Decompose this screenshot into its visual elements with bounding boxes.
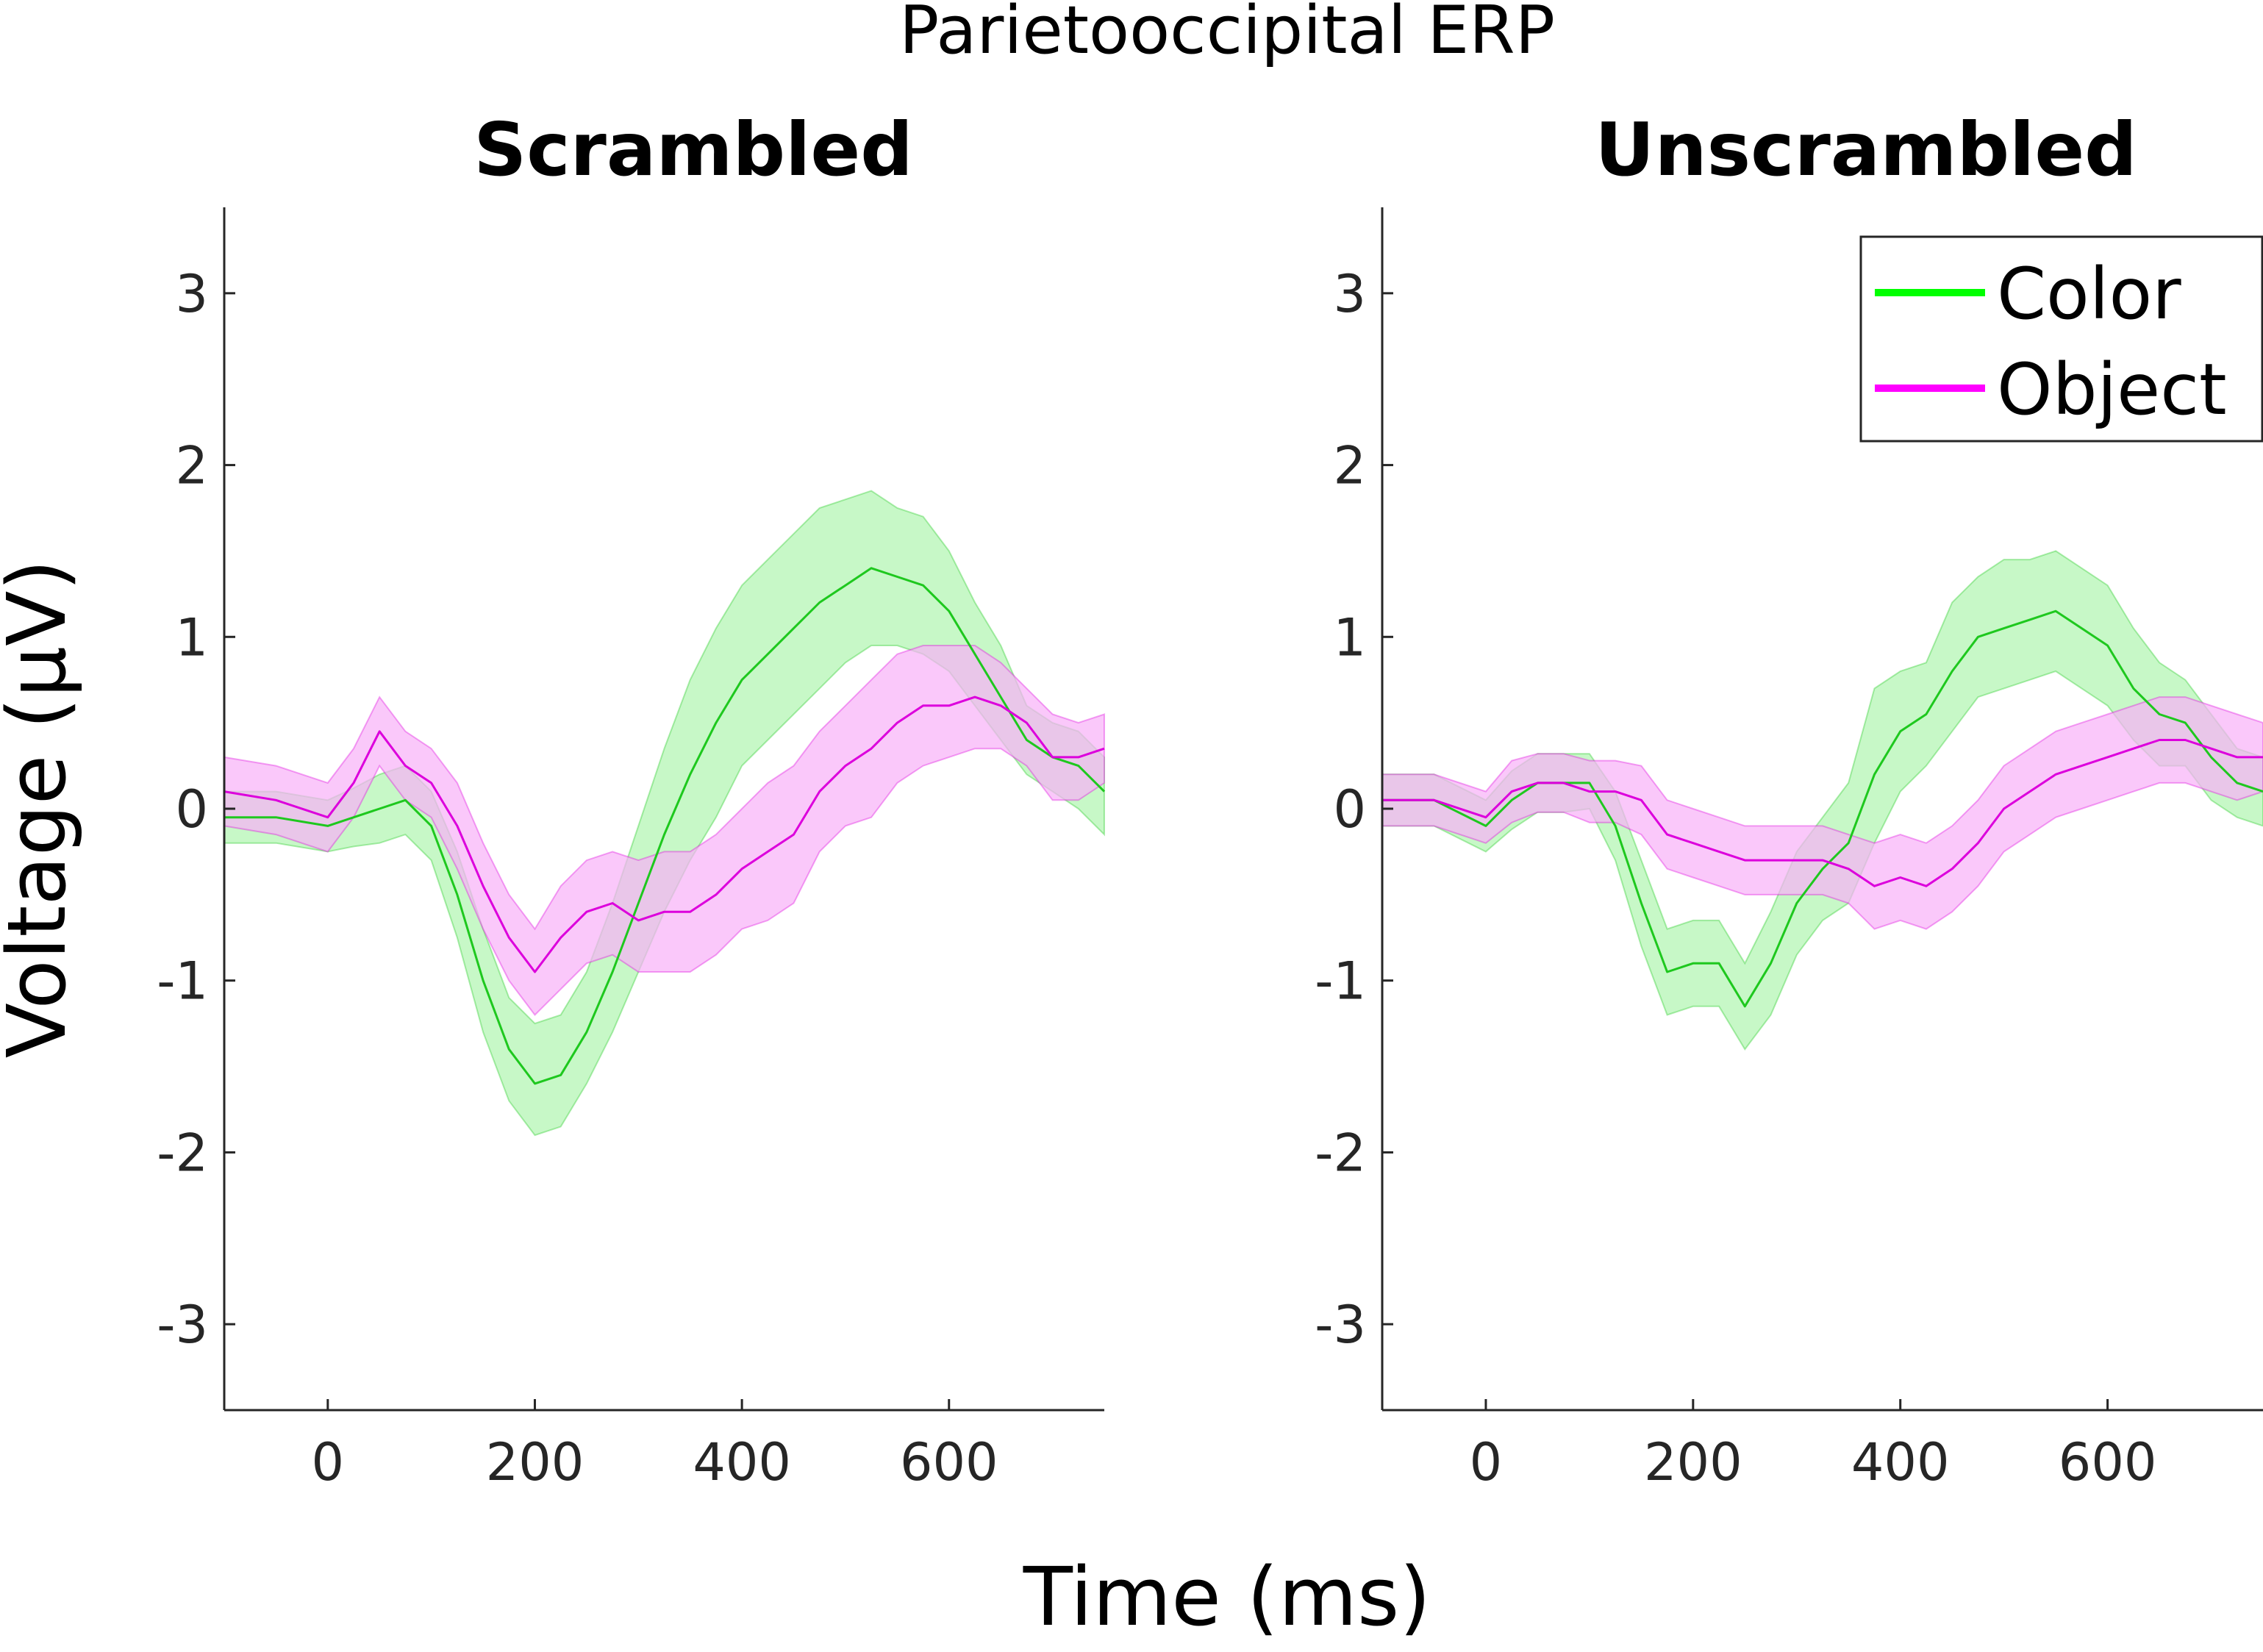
figure-title: Parietooccipital ERP — [899, 0, 1555, 69]
unscrambled-x-tick-label: 200 — [1644, 1432, 1742, 1492]
scrambled-y-tick-label: 1 — [175, 607, 208, 668]
unscrambled-bands — [1381, 550, 2263, 1051]
scrambled-y-tick-label: -2 — [157, 1123, 208, 1183]
unscrambled-object-mean-line — [1382, 739, 2263, 887]
scrambled-panel: Scrambled -3 -2 -1 0 1 2 3 0 200 400 600 — [157, 107, 1106, 1492]
scrambled-color-sem-band — [224, 490, 1105, 1137]
scrambled-x-tick-label: 200 — [486, 1432, 584, 1492]
unscrambled-x-tick-label: 400 — [1851, 1432, 1950, 1492]
scrambled-object-mean-line — [224, 696, 1105, 973]
unscrambled-lines — [1382, 609, 2263, 1008]
scrambled-y-tick-label: 3 — [175, 264, 208, 324]
scrambled-bands — [224, 490, 1105, 1137]
unscrambled-y-tick-label: 0 — [1333, 779, 1366, 840]
unscrambled-y-tick-label: 1 — [1333, 607, 1366, 668]
legend-label-object: Object — [1997, 348, 2227, 431]
unscrambled-x-tick-label: 0 — [1470, 1432, 1503, 1492]
unscrambled-axes: -3 -2 -1 0 1 2 3 0 200 400 600 — [1315, 207, 2263, 1492]
y-axis-label: Voltage (μV) — [0, 559, 84, 1059]
scrambled-color-mean-line — [224, 567, 1106, 1085]
unscrambled-color-mean-line — [1382, 609, 2263, 1008]
scrambled-y-tick-label: 0 — [175, 779, 208, 840]
unscrambled-title: Unscrambled — [1595, 107, 2137, 193]
scrambled-y-tick-label: -3 — [157, 1295, 208, 1355]
unscrambled-y-tick-label: -2 — [1315, 1123, 1366, 1183]
scrambled-lines — [224, 567, 1106, 1085]
scrambled-x-tick-label: 0 — [312, 1432, 345, 1492]
scrambled-object-sem-band — [224, 645, 1105, 1017]
unscrambled-y-tick-label: 2 — [1333, 436, 1366, 496]
unscrambled-y-tick-label: 3 — [1333, 264, 1366, 324]
unscrambled-x-tick-label: 600 — [2059, 1432, 2157, 1492]
scrambled-title: Scrambled — [473, 107, 913, 193]
legend-label-color: Color — [1997, 253, 2181, 335]
unscrambled-y-tick-label: -3 — [1315, 1295, 1366, 1355]
unscrambled-object-sem-band — [1381, 696, 2263, 930]
legend-box — [1859, 235, 2263, 443]
scrambled-x-tick-label: 600 — [900, 1432, 998, 1492]
scrambled-axes: -3 -2 -1 0 1 2 3 0 200 400 600 — [157, 207, 1104, 1492]
x-axis-label: Time (ms) — [1023, 1550, 1431, 1644]
unscrambled-panel: Unscrambled -3 -2 -1 0 1 2 3 0 200 400 600 — [1315, 107, 2263, 1492]
scrambled-y-tick-label: -1 — [157, 951, 208, 1012]
unscrambled-color-sem-band — [1381, 550, 2263, 1051]
unscrambled-y-tick-label: -1 — [1315, 951, 1366, 1012]
legend: Color Object — [1859, 235, 2263, 443]
scrambled-x-tick-label: 400 — [693, 1432, 791, 1492]
scrambled-y-tick-label: 2 — [175, 436, 208, 496]
